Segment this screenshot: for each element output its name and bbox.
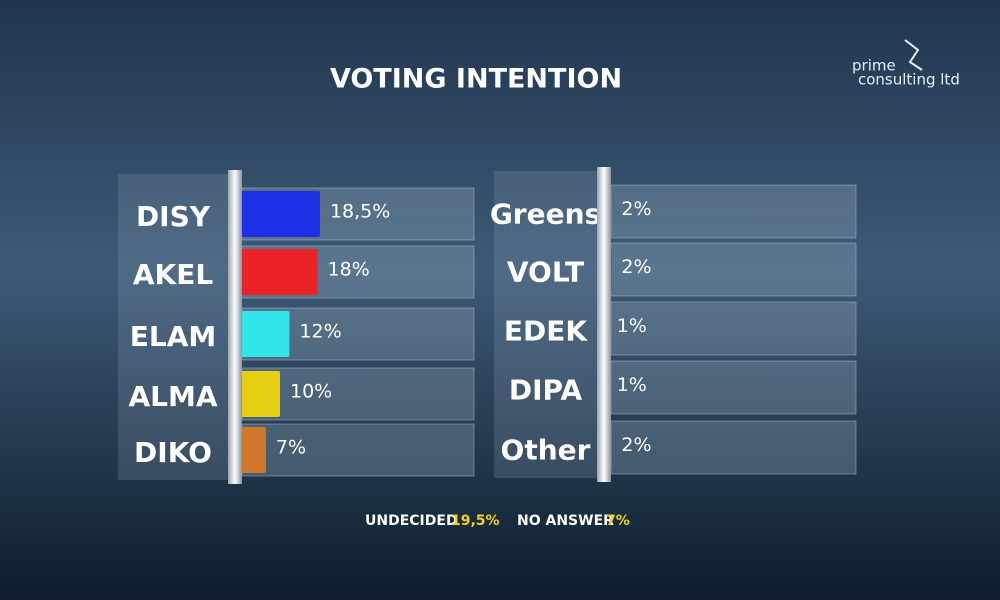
category-label: EDEK — [504, 315, 588, 348]
bar — [233, 371, 280, 417]
category-label: DIPA — [509, 374, 583, 407]
value-label: 12% — [299, 321, 341, 343]
footer-label: UNDECIDED — [365, 513, 458, 529]
value-label: 2% — [621, 256, 651, 278]
row-panel — [610, 242, 857, 297]
value-label: 2% — [621, 434, 651, 456]
value-label: 18,5% — [330, 201, 390, 223]
row-panel — [241, 423, 475, 477]
row-panel — [610, 420, 857, 475]
logo-line: consulting ltd — [858, 71, 960, 89]
value-label: 18% — [328, 259, 370, 281]
category-label: Greens — [490, 198, 601, 231]
category-label: DIKO — [134, 436, 212, 469]
category-label: AKEL — [133, 258, 213, 291]
category-label: ELAM — [130, 320, 217, 353]
title: VOTING INTENTION — [330, 64, 622, 95]
footer: UNDECIDED 19,5% NO ANSWER 7% — [365, 513, 630, 529]
category-label: VOLT — [507, 256, 584, 289]
row-panel — [610, 360, 857, 415]
bar — [233, 249, 318, 295]
footer-value: 7% — [606, 513, 630, 529]
bar — [233, 311, 290, 357]
row-panel — [610, 184, 857, 239]
category-label: ALMA — [128, 380, 217, 413]
label-panel — [494, 171, 597, 478]
category-label: DISY — [136, 200, 211, 233]
category-label: Other — [501, 434, 591, 467]
bar — [233, 191, 320, 237]
logo-line: prime — [852, 57, 896, 75]
value-label: 10% — [290, 381, 332, 403]
value-label: 1% — [617, 374, 647, 396]
post — [228, 170, 242, 484]
value-label: 2% — [621, 198, 651, 220]
row-panel — [241, 367, 475, 421]
footer-value: 19,5% — [451, 513, 500, 529]
value-label: 1% — [617, 315, 647, 337]
value-label: 7% — [276, 437, 306, 459]
row-panel — [610, 301, 857, 356]
logo-icon — [904, 39, 923, 71]
post — [597, 167, 611, 482]
label-panel — [118, 174, 228, 480]
footer-label: NO ANSWER — [517, 513, 614, 529]
